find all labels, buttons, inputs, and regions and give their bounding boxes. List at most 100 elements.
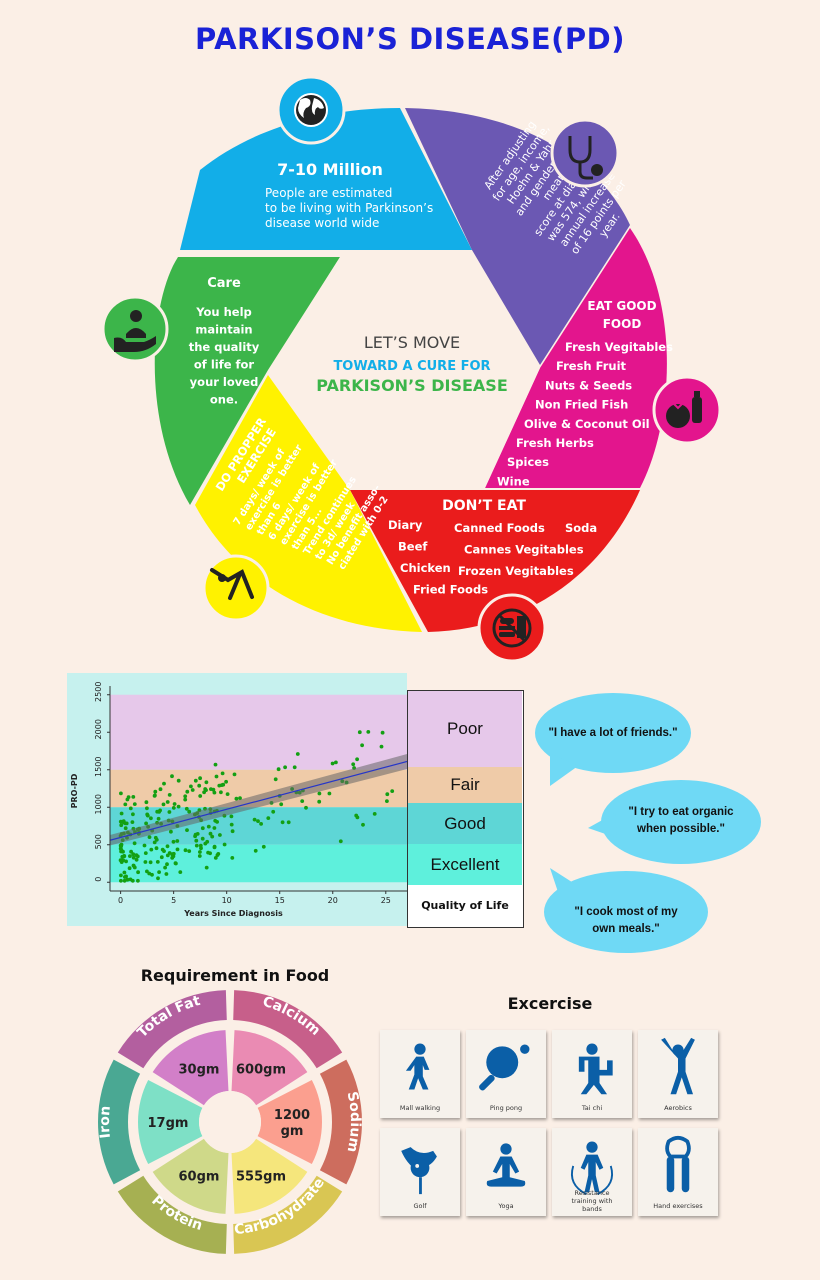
data-point	[253, 848, 258, 853]
data-point	[170, 774, 174, 779]
data-point	[213, 762, 218, 767]
data-point	[273, 777, 278, 782]
page-title: PARKISON’S DISEASE(PD)	[195, 22, 625, 56]
food-inner-segment	[152, 1030, 229, 1106]
data-point	[131, 852, 136, 857]
legend-good: Good	[408, 803, 522, 844]
exercise-label: Mall walking	[399, 1104, 441, 1112]
segment-donteat	[350, 490, 640, 632]
data-point	[128, 854, 132, 858]
food-outer-segment	[117, 1175, 227, 1254]
data-point	[225, 792, 230, 796]
data-point	[118, 844, 123, 848]
eat-item: Olive & Coconut Oil	[524, 417, 650, 431]
data-point	[185, 828, 189, 832]
donteat-item: Diary	[388, 518, 423, 532]
data-point	[205, 839, 210, 844]
donteat-item: Canned Foods	[454, 521, 545, 535]
quote-3-line-1: "I cook most of my	[574, 906, 678, 918]
exercise-icon	[479, 1044, 530, 1091]
data-point	[266, 816, 271, 820]
data-point	[118, 819, 123, 824]
quote-bubble-3: "I cook most of my own meals."	[544, 868, 708, 953]
data-point	[119, 791, 123, 796]
food-value: 17gm	[148, 1116, 189, 1131]
data-point	[256, 819, 260, 823]
food-inner-segment	[231, 1030, 308, 1106]
data-point	[361, 822, 365, 827]
data-point	[165, 800, 170, 804]
data-point	[212, 826, 217, 830]
data-point	[304, 805, 308, 810]
food-inner-segment	[231, 1138, 308, 1214]
data-point	[279, 802, 284, 807]
data-point	[219, 790, 223, 795]
data-point	[167, 793, 172, 797]
data-point	[149, 816, 153, 821]
data-point	[224, 779, 229, 784]
food-value: 555gm	[236, 1170, 286, 1185]
data-point	[120, 854, 125, 859]
exercise-label: Golf	[413, 1202, 427, 1210]
center-line-3: PARKISON’S DISEASE	[316, 376, 508, 395]
data-point	[222, 842, 227, 847]
data-point	[372, 812, 377, 816]
data-point	[220, 771, 225, 776]
legend-fair: Fair	[408, 767, 522, 803]
data-point	[145, 806, 149, 811]
no-fastfood-icon	[477, 593, 547, 663]
data-point	[145, 813, 150, 818]
data-point	[292, 765, 297, 770]
data-point	[185, 789, 190, 794]
eat-item: Non Fried Fish	[535, 398, 628, 412]
food-value-unit: gm	[281, 1124, 304, 1139]
legend-title: Quality of Life	[421, 898, 509, 912]
data-point	[234, 796, 239, 801]
care-line: of life for	[194, 358, 255, 372]
food-outer-segment	[117, 990, 227, 1069]
data-point	[119, 811, 124, 816]
data-point	[136, 870, 140, 875]
data-point	[122, 878, 127, 883]
eat-item: Wine	[497, 474, 530, 488]
care-line: the quality	[189, 340, 260, 354]
exercise-icon	[570, 1141, 614, 1195]
data-point	[317, 791, 322, 796]
exercise-label: Hand exercises	[653, 1202, 703, 1210]
eat-item: Fresh Fruit	[556, 359, 627, 373]
data-point	[204, 865, 209, 870]
data-point	[153, 835, 158, 840]
care-line: your loved	[190, 375, 259, 389]
data-point	[119, 848, 124, 853]
exercise-card: Hand exercises	[638, 1128, 718, 1216]
exercise-icon	[665, 1135, 691, 1193]
data-point	[170, 852, 175, 857]
x-tick-label: 0	[118, 896, 123, 905]
data-point	[183, 848, 188, 853]
data-point	[157, 870, 161, 874]
donteat-item: Chicken	[400, 561, 451, 575]
data-point	[271, 809, 276, 814]
data-point	[123, 802, 128, 807]
data-point	[212, 844, 217, 849]
million-line-1: People are estimated	[265, 186, 392, 200]
data-point	[134, 857, 139, 862]
data-point	[134, 853, 139, 857]
eat-list: Fresh Vegitables Fresh Fruit Nuts & Seeds N…	[497, 340, 673, 488]
data-point	[351, 762, 356, 767]
globe-icon	[276, 75, 346, 145]
data-point	[131, 795, 136, 799]
x-tick-label: 15	[275, 896, 285, 905]
x-tick-label: 25	[381, 896, 391, 905]
data-point	[128, 806, 133, 811]
pd-wheel: LET’S MOVE TOWARD A CURE FOR PARKISON’S …	[101, 75, 722, 663]
segment-million	[180, 108, 472, 250]
data-point	[390, 789, 395, 793]
data-point	[357, 730, 362, 735]
data-point	[125, 797, 130, 802]
donteat-item: Fried Foods	[413, 583, 488, 597]
data-point	[131, 812, 135, 817]
wheel-center-area	[268, 257, 540, 490]
data-point	[189, 784, 193, 789]
quality-band	[110, 694, 407, 770]
